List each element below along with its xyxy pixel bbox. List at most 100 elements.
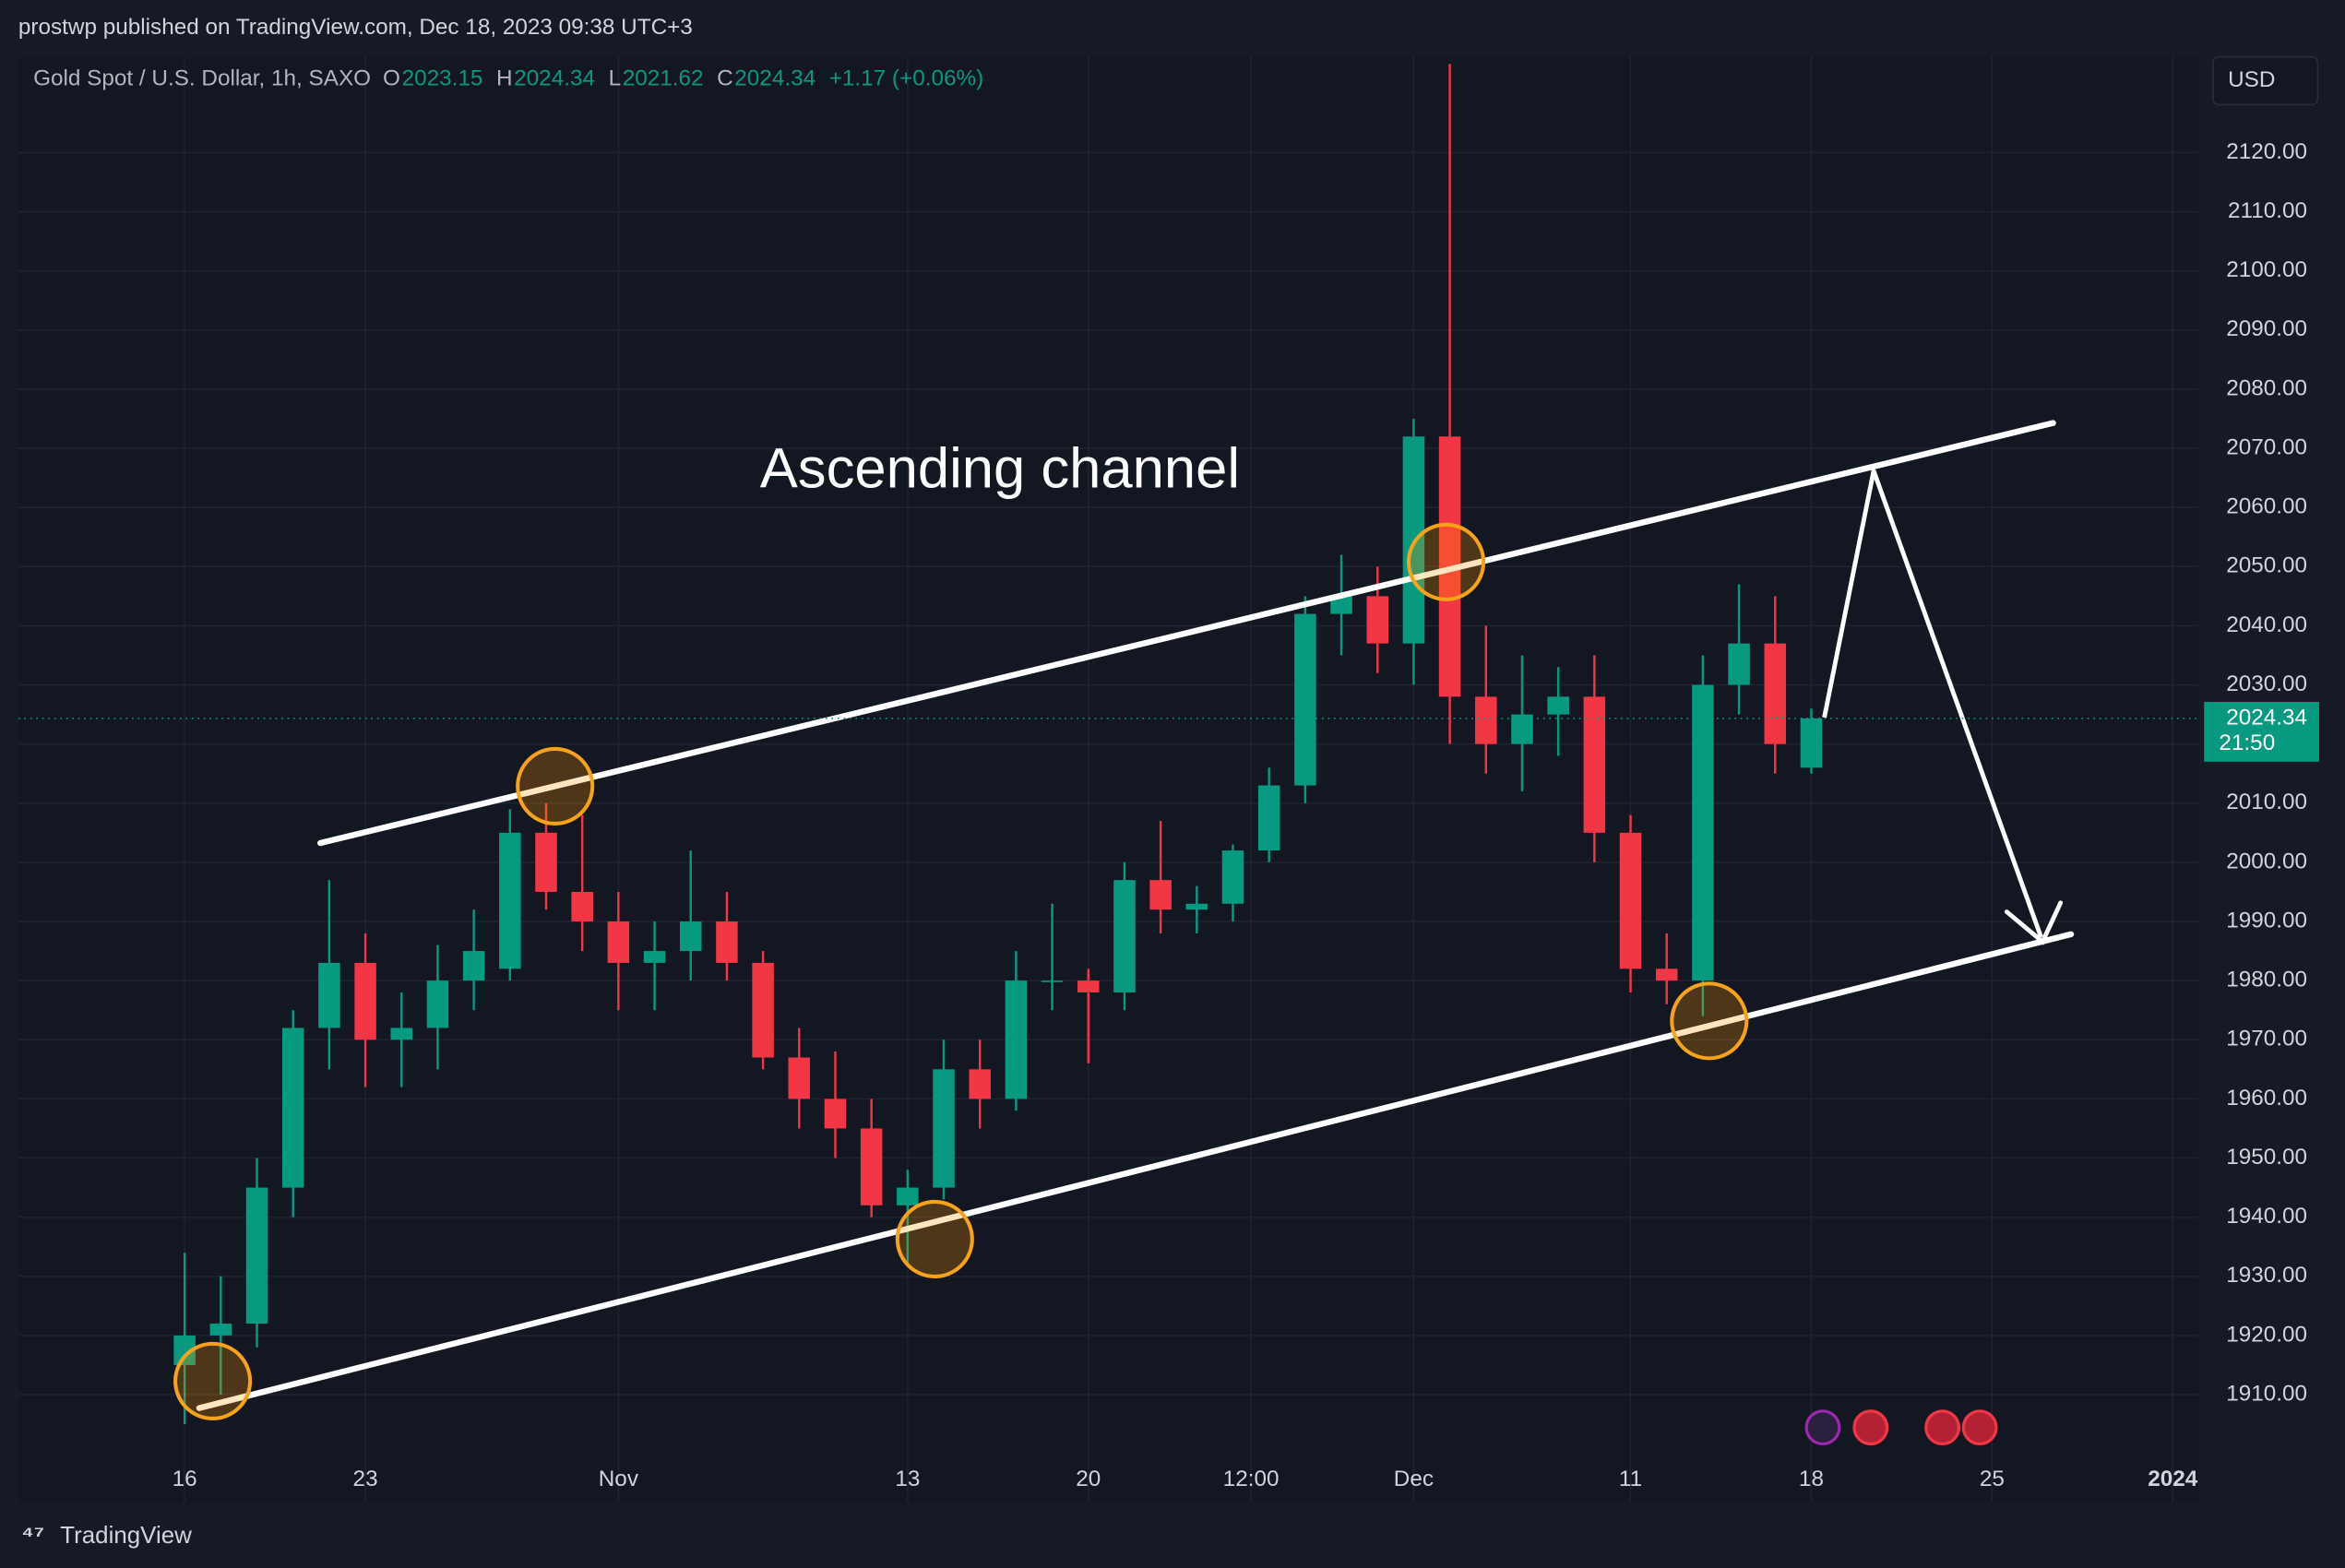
candle-body	[173, 1335, 196, 1365]
candle-body	[1764, 643, 1787, 744]
x-tick-label: 16	[173, 1467, 197, 1491]
candle-body	[245, 1187, 268, 1324]
brand-logo: ⁴⁷	[21, 1520, 44, 1549]
footer	[0, 1503, 2345, 1568]
y-tick-label: 1960.00	[2226, 1086, 2307, 1111]
candle-body	[535, 832, 557, 892]
touch-circle	[173, 1341, 253, 1420]
candle-body	[1077, 980, 1100, 992]
candle-body	[1511, 714, 1533, 744]
ohlc-value: 2023.15	[402, 65, 483, 90]
candle-body	[390, 1028, 413, 1040]
event-icon[interactable]	[1852, 1409, 1889, 1446]
candle-body	[1005, 980, 1028, 1099]
y-tick-label: 1920.00	[2226, 1322, 2307, 1347]
ohlc-key: L	[609, 65, 622, 90]
candle-body	[209, 1324, 232, 1336]
y-tick-label: 2110.00	[2228, 198, 2307, 223]
currency-button[interactable]	[2212, 55, 2319, 106]
ohlc-key: H	[496, 65, 513, 90]
touch-circle	[1407, 522, 1486, 601]
candle-body	[969, 1069, 991, 1099]
y-tick-label: 1910.00	[2226, 1381, 2307, 1406]
x-tick-label: 13	[895, 1467, 920, 1491]
candle-body	[354, 962, 376, 1040]
candle-body	[1257, 785, 1280, 851]
candle-body	[1366, 596, 1388, 644]
currency[interactable]: USD	[2228, 67, 2275, 92]
candle-body	[860, 1128, 883, 1206]
candles	[173, 64, 1823, 1425]
touch-circle	[1670, 981, 1749, 1061]
candle-body	[1185, 903, 1208, 910]
x-tick-label: 20	[1076, 1467, 1101, 1491]
candle-body	[933, 1069, 955, 1188]
y-tick-label: 2030.00	[2226, 671, 2307, 696]
candle-body	[643, 951, 666, 963]
candle-body	[499, 832, 521, 969]
candle-body	[752, 962, 774, 1058]
candle-body	[426, 980, 449, 1028]
candle-body	[897, 1187, 919, 1206]
brand: TradingView	[60, 1523, 192, 1549]
y-tick-label: 1980.00	[2226, 968, 2307, 992]
candle-body	[1619, 832, 1642, 969]
countdown-label: 21:50	[2219, 731, 2275, 755]
candle-body	[1583, 696, 1606, 833]
candle-body	[1547, 696, 1569, 715]
candle-body	[607, 921, 630, 963]
x-tick-label: Nov	[599, 1467, 639, 1491]
y-tick-label: 1970.00	[2226, 1027, 2307, 1051]
event-icon[interactable]	[1924, 1409, 1961, 1446]
last-price-label: 2024.34	[2226, 705, 2307, 730]
symbol: Gold Spot / U.S. Dollar, 1h, SAXO	[33, 65, 371, 90]
candle-body	[1475, 696, 1497, 744]
event-icon[interactable]	[1961, 1409, 1998, 1446]
y-tick-label: 2120.00	[2226, 139, 2307, 164]
y-tick-label: 2090.00	[2226, 316, 2307, 341]
symbol-legend: Gold Spot / U.S. Dollar, 1h, SAXO O 2023.…	[33, 65, 983, 90]
ohlc-key: C	[717, 65, 733, 90]
y-tick-label: 2050.00	[2226, 553, 2307, 578]
candle-body	[716, 921, 738, 963]
candle-body	[1800, 718, 1823, 768]
y-tick-label: 2040.00	[2226, 612, 2307, 637]
published-line: prostwp published on TradingView.com, De…	[18, 15, 693, 40]
candle-body	[824, 1099, 847, 1129]
candle-body	[1728, 643, 1750, 685]
ohlc-key: O	[383, 65, 400, 90]
candle-body	[1113, 880, 1136, 992]
candle-body	[318, 962, 340, 1028]
plot-area	[18, 56, 2198, 1503]
drawings: Ascending channel	[173, 420, 2075, 1420]
event-icons	[1804, 1409, 1998, 1446]
candle-body	[1041, 980, 1064, 982]
last-price-tag	[2204, 702, 2319, 762]
x-tick-label: 23	[353, 1467, 378, 1491]
y-tick-label: 1950.00	[2226, 1145, 2307, 1170]
ohlc-value: 2021.62	[623, 65, 704, 90]
ohlc-value: 2024.34	[734, 65, 815, 90]
x-tick-label: 2024	[2148, 1467, 2198, 1491]
grid	[18, 56, 2198, 1503]
change: +1.17 (+0.06%)	[829, 65, 984, 90]
y-tick-label: 1930.00	[2226, 1263, 2307, 1288]
candle-body	[679, 921, 702, 952]
y-tick-label: 1940.00	[2226, 1204, 2307, 1229]
candle-body	[1330, 596, 1352, 614]
annotation: Ascending channel	[760, 436, 1240, 500]
event-icon[interactable]	[1804, 1409, 1841, 1446]
candle-body	[1655, 968, 1678, 981]
y-tick-label: 1990.00	[2226, 908, 2307, 932]
candle-body	[281, 1028, 304, 1188]
x-tick-label: 18	[1799, 1467, 1824, 1491]
y-tick-label: 2010.00	[2226, 790, 2307, 814]
candle-body	[1692, 684, 1714, 981]
candle-body	[1294, 613, 1316, 786]
y-tick-label: 2080.00	[2226, 375, 2307, 400]
y-tick-label: 2100.00	[2226, 257, 2307, 282]
channel-upper	[317, 420, 2056, 847]
projection-path	[1822, 469, 2043, 938]
